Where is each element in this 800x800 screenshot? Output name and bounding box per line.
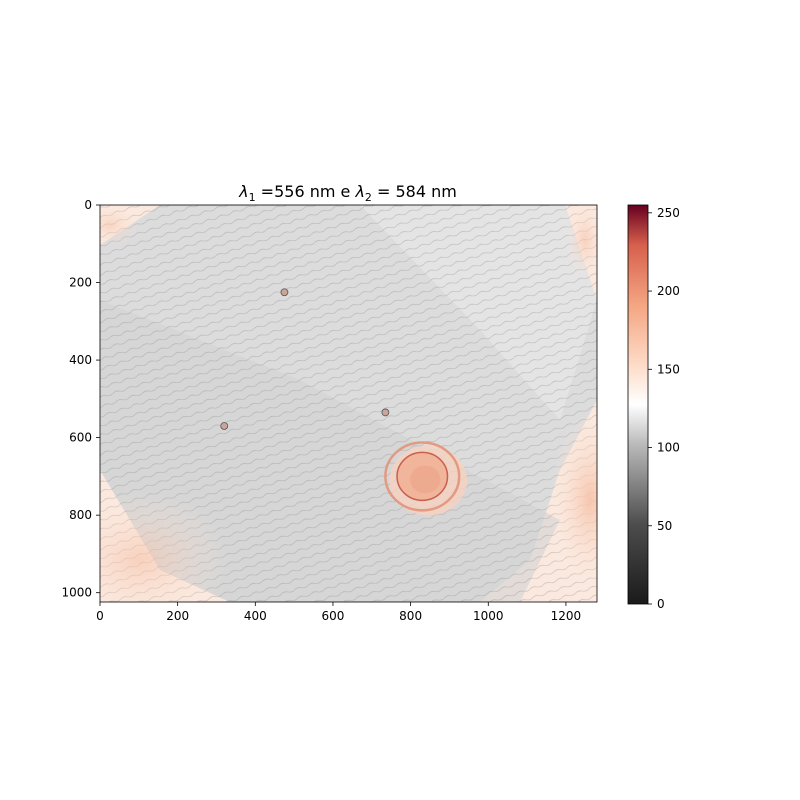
x-tick-label: 200 xyxy=(166,609,189,623)
x-tick-label: 600 xyxy=(322,609,345,623)
colorbar-tick-label: 250 xyxy=(657,206,680,220)
colorbar-tick-label: 0 xyxy=(657,597,665,611)
colorbar-axis: 0 50 100 150 200 250 xyxy=(648,206,680,611)
heatmap-image xyxy=(100,205,597,602)
spot xyxy=(381,408,390,417)
colorbar-tick-label: 100 xyxy=(657,441,680,455)
ring-outer xyxy=(384,441,461,512)
y-tick-label: 200 xyxy=(69,276,92,290)
y-axis: 0 200 400 600 800 1000 xyxy=(61,198,100,600)
x-tick-label: 400 xyxy=(244,609,267,623)
x-tick-label: 0 xyxy=(96,609,104,623)
plot-frame xyxy=(99,204,598,603)
x-axis: 0 200 400 600 800 1000 1200 xyxy=(96,602,581,623)
ring-core xyxy=(410,465,441,494)
y-tick-label: 0 xyxy=(84,198,92,212)
y-tick-label: 800 xyxy=(69,508,92,522)
colorbar-tick-label: 50 xyxy=(657,519,672,533)
spot xyxy=(280,288,289,297)
colorbar-tick-label: 200 xyxy=(657,284,680,298)
x-tick-label: 800 xyxy=(399,609,422,623)
spot xyxy=(220,422,229,430)
colorbar-tick-label: 150 xyxy=(657,362,680,376)
chart-title: λ1 =556 nm e λ2 = 584 nm xyxy=(238,182,457,204)
y-tick-label: 1000 xyxy=(61,586,92,600)
x-tick-label: 1000 xyxy=(473,609,504,623)
y-tick-label: 600 xyxy=(69,431,92,445)
y-tick-label: 400 xyxy=(69,353,92,367)
colorbar xyxy=(627,204,649,605)
x-tick-label: 1200 xyxy=(551,609,582,623)
